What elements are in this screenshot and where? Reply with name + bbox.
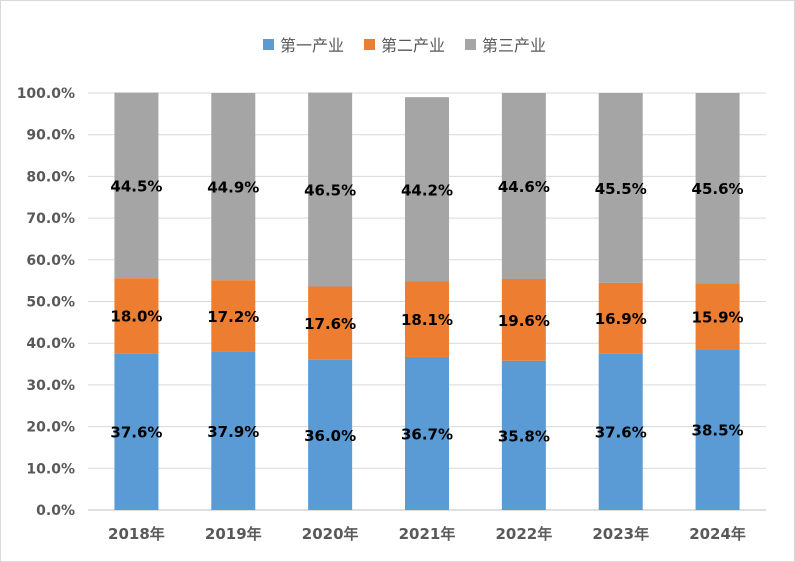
data-label: 17.6% xyxy=(304,315,356,333)
y-tick-label: 50.0% xyxy=(26,295,75,311)
y-tick-label: 100.0% xyxy=(17,86,75,102)
data-label: 18.0% xyxy=(110,308,162,326)
data-label: 45.6% xyxy=(692,180,744,198)
data-label: 36.7% xyxy=(401,425,453,443)
x-tick-label: 2023年 xyxy=(592,525,649,543)
legend: 第一产业 第二产业 第三产业 xyxy=(263,36,546,55)
bar-segment xyxy=(695,349,740,510)
y-axis: 0.0% 10.0% 20.0% 30.0% 40.0% 50.0% 60.0% 70.0% 8… xyxy=(17,86,75,519)
bar-segment xyxy=(114,278,159,354)
x-tick-label: 2018年 xyxy=(108,525,165,543)
data-label: 38.5% xyxy=(692,422,744,440)
data-label: 37.9% xyxy=(207,423,259,441)
bar-segment xyxy=(598,93,643,283)
data-label: 44.2% xyxy=(401,181,453,199)
data-label: 45.5% xyxy=(595,180,647,198)
data-label: 44.6% xyxy=(498,178,550,196)
x-tick-label: 2020年 xyxy=(302,525,359,543)
bar-segment xyxy=(211,93,256,281)
bar-segment xyxy=(114,92,159,279)
bar-segment xyxy=(695,93,740,284)
data-label: 16.9% xyxy=(595,310,647,328)
legend-label: 第二产业 xyxy=(381,36,445,55)
legend-label: 第三产业 xyxy=(482,36,546,55)
bars xyxy=(114,92,740,510)
y-tick-label: 60.0% xyxy=(26,253,75,269)
y-tick-label: 0.0% xyxy=(36,503,75,519)
bar-segment xyxy=(405,97,449,282)
data-label: 37.6% xyxy=(595,424,647,442)
y-tick-label: 10.0% xyxy=(26,461,75,477)
data-label: 17.2% xyxy=(207,308,259,326)
data-label: 15.9% xyxy=(692,308,744,326)
bar-segment xyxy=(211,351,256,510)
bar-segment xyxy=(598,353,643,510)
bar-segment xyxy=(405,281,449,357)
y-tick-label: 70.0% xyxy=(26,211,75,227)
y-tick-label: 40.0% xyxy=(26,336,75,352)
x-tick-label: 2021年 xyxy=(399,525,456,543)
x-tick-label: 2019年 xyxy=(205,525,262,543)
legend-swatch xyxy=(465,39,476,50)
x-tick-label: 2022年 xyxy=(495,525,552,543)
bar-segment xyxy=(598,282,643,354)
bar-segment xyxy=(501,278,546,361)
bar-segment xyxy=(501,93,546,279)
x-tick-label: 2024年 xyxy=(689,525,746,543)
bar-segment xyxy=(308,92,353,287)
bar-segment xyxy=(405,356,449,510)
legend-swatch xyxy=(364,39,375,50)
bar-segment xyxy=(501,360,546,510)
x-axis: 2018年 2019年 2020年 2021年 2022年 2023年 2024年 xyxy=(108,525,746,543)
data-label: 35.8% xyxy=(498,427,550,445)
bar-segment xyxy=(308,286,353,360)
y-tick-label: 80.0% xyxy=(26,169,75,185)
bar-segment xyxy=(211,280,256,352)
data-label: 18.1% xyxy=(401,311,453,329)
data-label: 37.6% xyxy=(110,424,162,442)
bar-segment xyxy=(695,283,740,350)
y-tick-label: 20.0% xyxy=(26,420,75,436)
legend-label: 第一产业 xyxy=(280,36,344,55)
legend-swatch xyxy=(263,39,274,50)
data-label: 36.0% xyxy=(304,427,356,445)
bar-segment xyxy=(114,353,159,510)
bar-segment xyxy=(308,359,353,510)
data-label: 44.9% xyxy=(207,179,259,197)
data-label: 19.6% xyxy=(498,312,550,330)
y-tick-label: 90.0% xyxy=(26,128,75,144)
data-label: 44.5% xyxy=(110,177,162,195)
data-labels: 37.6% 18.0% 44.5% 37.9% 17.2% 44.9% 36.0% 17.6%… xyxy=(110,177,743,445)
data-label: 46.5% xyxy=(304,182,356,200)
y-tick-label: 30.0% xyxy=(26,378,75,394)
